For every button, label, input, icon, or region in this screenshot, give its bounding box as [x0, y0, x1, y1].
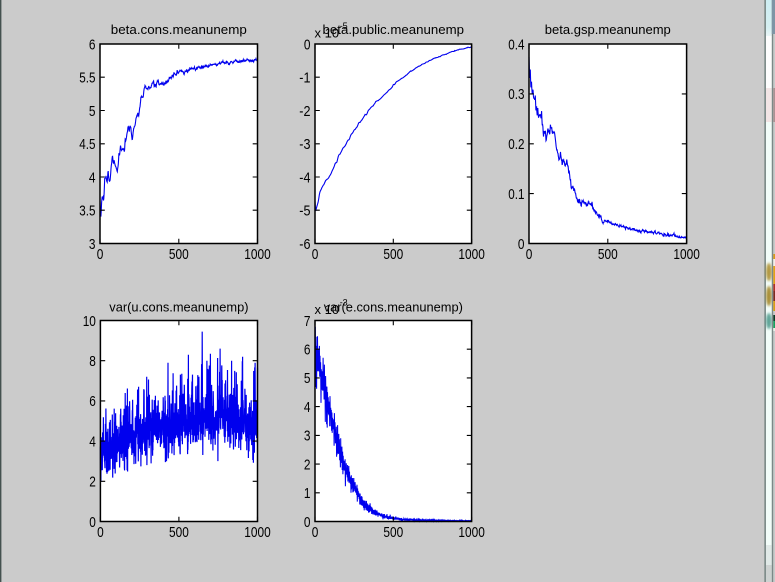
- svg-text:3.5: 3.5: [79, 203, 95, 220]
- svg-text:2: 2: [89, 474, 96, 491]
- svg-text:-1: -1: [299, 70, 310, 87]
- svg-text:beta.gsp.meanunemp: beta.gsp.meanunemp: [545, 22, 671, 37]
- svg-text:0: 0: [526, 246, 533, 263]
- svg-text:0: 0: [89, 514, 96, 531]
- svg-text:-5: -5: [340, 21, 348, 31]
- svg-text:500: 500: [169, 524, 189, 541]
- svg-text:0: 0: [312, 246, 319, 263]
- svg-text:var(e.cons.meanunemp): var(e.cons.meanunemp): [324, 300, 463, 315]
- svg-text:beta.public.meanunemp: beta.public.meanunemp: [323, 22, 465, 37]
- svg-text:4.5: 4.5: [79, 136, 95, 153]
- svg-text:0.1: 0.1: [508, 186, 524, 203]
- svg-text:8: 8: [89, 353, 96, 370]
- svg-text:1000: 1000: [458, 246, 484, 263]
- svg-text:1000: 1000: [673, 246, 699, 263]
- svg-text:-2: -2: [299, 103, 310, 120]
- svg-text:-6: -6: [299, 236, 310, 253]
- svg-text:0: 0: [312, 524, 319, 541]
- svg-text:6: 6: [89, 36, 96, 53]
- svg-text:0.3: 0.3: [508, 86, 524, 103]
- svg-text:var(u.cons.meanunemp): var(u.cons.meanunemp): [109, 300, 248, 315]
- svg-text:2: 2: [304, 456, 311, 473]
- svg-text:4: 4: [304, 399, 311, 416]
- svg-text:beta.cons.meanunemp: beta.cons.meanunemp: [111, 22, 247, 37]
- svg-text:-3: -3: [340, 298, 348, 308]
- svg-text:5: 5: [89, 103, 96, 120]
- svg-text:4: 4: [89, 433, 96, 450]
- svg-text:x 10: x 10: [315, 26, 340, 41]
- svg-text:3: 3: [304, 428, 311, 445]
- svg-text:0.4: 0.4: [508, 36, 524, 53]
- svg-text:0.2: 0.2: [508, 136, 524, 153]
- svg-text:1000: 1000: [244, 246, 270, 263]
- svg-text:7: 7: [304, 313, 311, 330]
- svg-text:500: 500: [383, 246, 403, 263]
- svg-text:-4: -4: [299, 169, 310, 186]
- svg-text:-5: -5: [299, 203, 310, 220]
- svg-text:0: 0: [97, 246, 104, 263]
- svg-text:0: 0: [304, 514, 311, 531]
- svg-text:1000: 1000: [244, 524, 270, 541]
- svg-text:1: 1: [304, 485, 311, 502]
- svg-text:5.5: 5.5: [79, 70, 95, 87]
- svg-text:x 10: x 10: [315, 302, 340, 317]
- svg-text:4: 4: [89, 169, 96, 186]
- svg-text:6: 6: [89, 393, 96, 410]
- svg-text:500: 500: [598, 246, 618, 263]
- svg-text:1000: 1000: [458, 524, 484, 541]
- svg-text:500: 500: [169, 246, 189, 263]
- svg-text:6: 6: [304, 342, 311, 359]
- svg-text:500: 500: [383, 524, 403, 541]
- svg-text:10: 10: [83, 313, 96, 330]
- svg-text:0: 0: [304, 36, 311, 53]
- svg-text:-3: -3: [299, 136, 310, 153]
- svg-text:3: 3: [89, 236, 96, 253]
- svg-text:5: 5: [304, 370, 311, 387]
- svg-text:0: 0: [518, 236, 525, 253]
- svg-text:0: 0: [97, 524, 104, 541]
